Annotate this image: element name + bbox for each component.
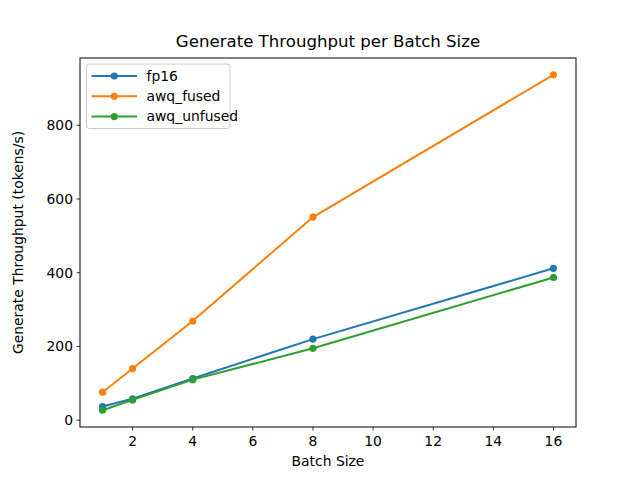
series-line-awq_unfused [103,278,554,411]
data-point-awq_unfused-bs4 [189,376,196,383]
legend-marker-awq_fused [111,93,118,100]
x-axis-label: Batch Size [292,453,365,469]
y-axis-label: Generate Throughput (tokens/s) [10,131,26,354]
x-tick-label: 10 [364,433,382,449]
series-awq_unfused [99,274,557,414]
data-point-awq_fused-bs16 [550,71,557,78]
data-point-awq_unfused-bs8 [309,345,316,352]
legend: fp16 awq_fused awq_unfused [87,64,239,129]
data-point-awq_unfused-bs1 [99,407,106,414]
data-point-awq_unfused-bs2 [129,396,136,403]
y-tick-label: 800 [46,117,73,133]
plot-area: 2 4 6 8 10 12 14 16 0 200 400 600 800 fp16 awq_fusedaw… [46,58,576,449]
data-point-awq_fused-bs1 [99,389,106,396]
data-point-awq_unfused-bs16 [550,274,557,281]
legend-marker-awq_unfused [111,113,118,120]
x-tick-label: 14 [484,433,502,449]
line-chart: Generate Throughput per Batch Size Batch… [0,0,640,480]
data-point-awq_fused-bs4 [189,317,196,324]
data-point-fp16-bs16 [550,265,557,272]
legend-marker-fp16 [111,72,118,79]
x-tick-label: 6 [248,433,257,449]
x-tick-label: 2 [128,433,137,449]
y-tick-label: 200 [46,338,73,354]
data-point-awq_fused-bs8 [309,213,316,220]
data-point-awq_fused-bs2 [129,365,136,372]
legend-label-fp16: fp16 [147,68,178,84]
chart-title: Generate Throughput per Batch Size [176,32,480,51]
y-tick-label: 400 [46,265,73,281]
legend-label-awq_fused: awq_fused [147,88,221,104]
x-tick-label: 12 [424,433,442,449]
y-tick-label: 0 [64,412,73,428]
series-line-fp16 [103,268,554,406]
legend-label-awq_unfused: awq_unfused [147,108,239,124]
data-point-fp16-bs8 [309,335,316,342]
x-tick-label: 16 [545,433,563,449]
x-tick-label: 4 [188,433,197,449]
matplotlib-figure: Generate Throughput per Batch Size Batch… [0,0,640,480]
x-tick-label: 8 [309,433,318,449]
y-tick-label: 600 [46,191,73,207]
